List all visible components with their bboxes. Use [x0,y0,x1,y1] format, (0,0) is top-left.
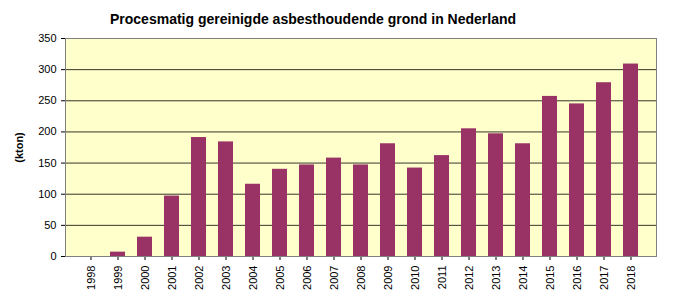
svg-text:2008: 2008 [355,266,367,290]
svg-text:2004: 2004 [247,266,259,290]
svg-text:350: 350 [38,32,56,44]
svg-text:2017: 2017 [598,266,610,290]
svg-text:2001: 2001 [166,266,178,290]
svg-text:2012: 2012 [463,266,475,290]
html-text:Procesmatig gereinigde asbesth: Procesmatig gereinigde asbesthoudende gr… [110,11,517,27]
svg-text:2005: 2005 [274,266,286,290]
svg-text:2014: 2014 [517,266,529,290]
svg-text:2002: 2002 [193,266,205,290]
svg-text:2003: 2003 [220,266,232,290]
svg-text:150: 150 [38,157,56,169]
svg-text:2000: 2000 [139,266,151,290]
svg-text:2013: 2013 [490,266,502,290]
svg-text:1998: 1998 [85,266,97,290]
svg-text:100: 100 [38,188,56,200]
svg-text:1999: 1999 [112,266,124,290]
svg-text:250: 250 [38,94,56,106]
svg-text:2010: 2010 [409,266,421,290]
svg-text:(kton): (kton) [13,132,25,163]
svg-text:2006: 2006 [301,266,313,290]
svg-text:200: 200 [38,125,56,137]
svg-text:2011: 2011 [436,266,448,290]
svg-text:2018: 2018 [625,266,637,290]
svg-text:0: 0 [50,250,56,262]
svg-text:2016: 2016 [571,266,583,290]
svg-text:2009: 2009 [382,266,394,290]
svg-text:50: 50 [44,219,56,231]
svg-text:2015: 2015 [544,266,556,290]
svg-text:300: 300 [38,63,56,75]
svg-text:2007: 2007 [328,266,340,290]
